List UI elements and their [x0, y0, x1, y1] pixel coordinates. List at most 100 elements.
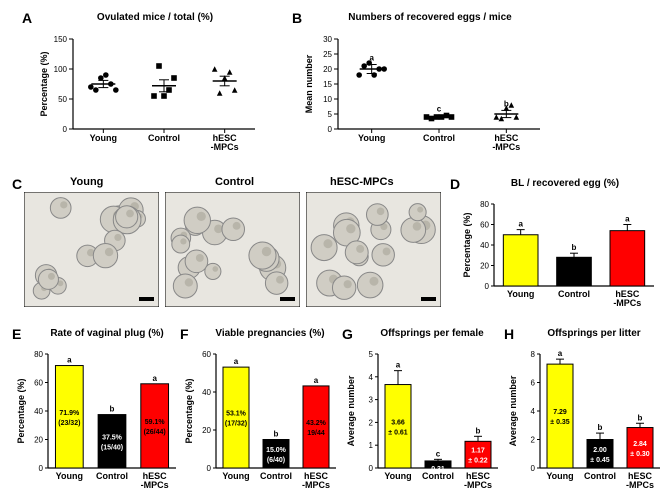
svg-text:Mean number: Mean number — [304, 54, 314, 113]
svg-text:a: a — [558, 349, 563, 358]
svg-text:60: 60 — [202, 350, 211, 359]
panel-g-chart: 012345Average numbera3.66± 0.61Youngc0.3… — [344, 340, 504, 500]
svg-text:Young: Young — [358, 133, 385, 143]
svg-text:a: a — [369, 54, 374, 63]
svg-text:2: 2 — [531, 436, 536, 445]
svg-text:b: b — [504, 99, 509, 108]
svg-text:b: b — [572, 243, 577, 252]
svg-text:-MPCs: -MPCs — [492, 142, 520, 152]
svg-text:71.9%: 71.9% — [59, 410, 80, 417]
svg-text:15.0%: 15.0% — [266, 447, 287, 454]
svg-text:b: b — [110, 405, 115, 414]
svg-text:c: c — [436, 449, 441, 458]
svg-text:Young: Young — [90, 133, 117, 143]
svg-text:6: 6 — [531, 379, 536, 388]
svg-text:a: a — [314, 376, 319, 385]
svg-text:0: 0 — [63, 125, 68, 134]
svg-text:80: 80 — [480, 200, 489, 209]
panel-f-title: Viable pregnancies (%) — [200, 328, 340, 339]
svg-text:0: 0 — [485, 282, 490, 291]
svg-text:53.1%: 53.1% — [226, 411, 247, 418]
svg-text:-MPCs: -MPCs — [464, 480, 492, 490]
svg-text:b: b — [274, 430, 279, 439]
panel-b-chart: 051015202530Mean numberaYoungcControlbhE… — [300, 24, 550, 164]
svg-text:-MPCs: -MPCs — [626, 480, 654, 490]
svg-text:19/44: 19/44 — [307, 430, 325, 437]
svg-text:50: 50 — [58, 95, 67, 104]
micro-label-hesc: hESC-MPCs — [330, 176, 394, 188]
svg-text:Young: Young — [384, 471, 411, 481]
svg-text:0: 0 — [39, 464, 44, 473]
svg-text:Young: Young — [546, 471, 573, 481]
svg-text:c: c — [437, 105, 442, 114]
svg-text:150: 150 — [54, 35, 68, 44]
svg-text:Control: Control — [148, 133, 180, 143]
svg-text:± 0.22: ± 0.22 — [468, 458, 488, 465]
svg-text:Average number: Average number — [346, 375, 356, 446]
svg-text:(6/40): (6/40) — [267, 457, 285, 464]
svg-text:60: 60 — [480, 221, 489, 230]
svg-text:a: a — [152, 374, 157, 383]
micro-young — [24, 192, 159, 307]
svg-text:a: a — [396, 361, 401, 370]
svg-text:(23/32): (23/32) — [58, 420, 80, 427]
panel-a-label: A — [22, 10, 32, 26]
svg-text:3.66: 3.66 — [391, 419, 405, 426]
svg-text:Average number: Average number — [508, 375, 518, 446]
panel-c-label: C — [12, 176, 22, 192]
svg-text:Control: Control — [423, 133, 455, 143]
svg-text:40: 40 — [202, 388, 211, 397]
svg-text:(26/44): (26/44) — [144, 429, 166, 436]
panel-b-title: Numbers of recovered eggs / mice — [315, 12, 545, 23]
svg-text:a: a — [518, 220, 523, 229]
svg-text:-MPCs: -MPCs — [211, 142, 239, 152]
svg-text:25: 25 — [323, 50, 332, 59]
svg-text:5: 5 — [369, 350, 374, 359]
svg-text:(17/32): (17/32) — [225, 421, 247, 428]
svg-text:60: 60 — [34, 379, 43, 388]
svg-text:20: 20 — [202, 426, 211, 435]
svg-text:100: 100 — [54, 65, 68, 74]
svg-text:0: 0 — [531, 464, 536, 473]
panel-a-title: Ovulated mice / total (%) — [60, 12, 250, 23]
svg-text:Young: Young — [507, 289, 534, 299]
micro-label-control: Control — [215, 176, 254, 188]
svg-text:0: 0 — [369, 464, 374, 473]
svg-text:a: a — [625, 215, 630, 224]
svg-text:(15/40): (15/40) — [101, 444, 123, 451]
svg-text:± 0.45: ± 0.45 — [590, 457, 610, 464]
svg-text:Percentage (%): Percentage (%) — [462, 212, 472, 277]
svg-text:4: 4 — [369, 373, 374, 382]
panel-e-chart: 020406080Percentage (%)a71.9%(23/32)Youn… — [14, 340, 182, 500]
micro-label-young: Young — [70, 176, 103, 188]
panel-g-title: Offsprings per female — [362, 328, 502, 339]
micro-control — [165, 192, 300, 307]
svg-text:20: 20 — [480, 262, 489, 271]
micro-hesc — [306, 192, 441, 307]
svg-text:5: 5 — [328, 110, 333, 119]
svg-text:40: 40 — [480, 241, 489, 250]
svg-text:± 0.35: ± 0.35 — [550, 419, 570, 426]
svg-text:b: b — [638, 413, 643, 422]
svg-text:-MPCs: -MPCs — [613, 298, 641, 308]
svg-text:15: 15 — [323, 80, 332, 89]
svg-text:40: 40 — [34, 407, 43, 416]
svg-text:4: 4 — [531, 407, 536, 416]
svg-text:30: 30 — [323, 35, 332, 44]
svg-text:1.17: 1.17 — [471, 448, 485, 455]
svg-text:7.29: 7.29 — [553, 409, 567, 416]
svg-text:1: 1 — [369, 441, 374, 450]
svg-text:2: 2 — [369, 418, 374, 427]
panel-d-title: BL / recovered egg (%) — [480, 178, 650, 189]
svg-text:a: a — [234, 357, 239, 366]
panel-d-chart: 020406080Percentage (%)aYoungbControlahE… — [460, 190, 660, 318]
svg-text:2.00: 2.00 — [593, 447, 607, 454]
svg-text:-MPCs: -MPCs — [302, 480, 330, 490]
panel-f-chart: 0204060Percentage (%)a53.1%(17/32)Youngb… — [182, 340, 342, 500]
svg-text:b: b — [598, 423, 603, 432]
svg-text:80: 80 — [34, 350, 43, 359]
svg-text:Young: Young — [222, 471, 249, 481]
svg-text:Control: Control — [558, 289, 590, 299]
panel-h-chart: 0 2 4 6 8 Average number a 7.29 ± 0.35 Young b 2.00… — [506, 340, 666, 500]
svg-text:8: 8 — [531, 350, 536, 359]
